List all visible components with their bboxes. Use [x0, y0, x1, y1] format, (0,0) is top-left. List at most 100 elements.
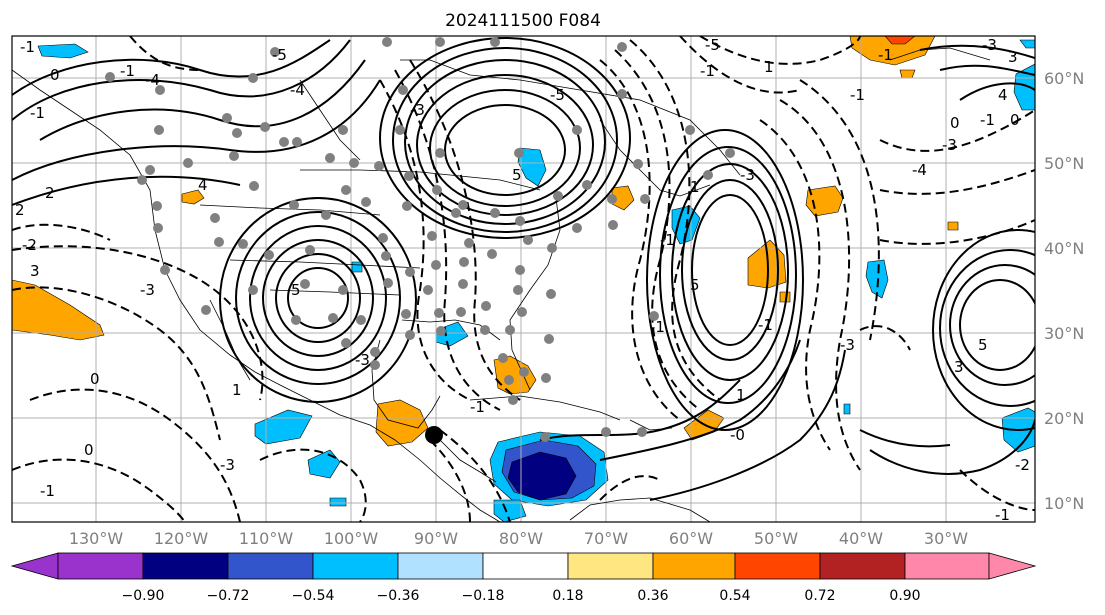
solid-contours	[12, 37, 1035, 501]
cyan-region-top-right	[1013, 63, 1035, 111]
contour-label: -3	[740, 166, 755, 184]
orange-region-gulf-honduras	[375, 399, 429, 447]
contour-label: 0	[1010, 111, 1020, 129]
orange-region-small-3	[779, 291, 791, 303]
cyan-region-small-3	[843, 403, 851, 415]
colorbar-segment	[312, 552, 399, 580]
contour-label: -5	[272, 46, 287, 64]
colorbar-segment	[227, 552, 314, 580]
contour-label: 0	[50, 66, 60, 84]
cyan-region-small-1	[329, 497, 347, 507]
colorbar-segment	[652, 552, 736, 580]
orange-region-north-atlantic-top	[849, 36, 936, 66]
latitude-label: 60°N	[1044, 69, 1084, 88]
longitude-axis: 130°W 120°W 110°W 100°W 90°W 80°W 70°W 6…	[69, 529, 968, 548]
map-frame	[11, 35, 1036, 523]
contour-label: -2	[22, 236, 37, 254]
graticule	[12, 36, 1035, 522]
colorbar-tick-label: −0.18	[462, 588, 505, 604]
contour-label: 3	[30, 262, 40, 280]
contour-label: -4	[290, 81, 305, 99]
colorbar-segment	[482, 552, 569, 580]
contour-label: 5	[978, 336, 988, 354]
contour-label: 0	[950, 114, 960, 132]
longitude-label: 130°W	[69, 529, 124, 548]
map-title: 2024111500 F084	[445, 11, 601, 31]
colorbar-tick-label: −0.36	[377, 588, 420, 604]
colorbar-tick-label: 0.72	[804, 588, 835, 604]
colorbar-ticks: −0.90 −0.72 −0.54 −0.36 −0.18 0.18 0.36 …	[122, 588, 921, 604]
colorbar-segment	[734, 552, 821, 580]
colorbar-segment-under	[10, 552, 59, 580]
contour-label: 1	[232, 381, 242, 399]
latitude-label: 30°N	[1044, 324, 1084, 343]
longitude-label: 30°W	[924, 529, 968, 548]
colorbar-segment	[904, 552, 990, 580]
contour-label: -1	[470, 398, 485, 416]
longitude-label: 50°W	[754, 529, 798, 548]
contour-label: -1	[40, 482, 55, 500]
colorbar-tick-label: 0.90	[889, 588, 920, 604]
contour-label: -4	[145, 71, 160, 89]
contour-label: -2	[1015, 456, 1030, 474]
contour-label: -1	[995, 506, 1010, 524]
colorbar-tick-label: −0.54	[292, 588, 335, 604]
contour-label: -3	[840, 336, 855, 354]
longitude-label: 70°W	[584, 529, 628, 548]
colorbar-segment	[142, 552, 229, 580]
contour-label: 4	[198, 176, 208, 194]
orange-region-florida	[493, 355, 537, 395]
contour-label: -1	[850, 86, 865, 104]
cyan-region-top-left	[37, 43, 89, 59]
contour-label: -3	[410, 101, 425, 119]
colorbar	[10, 552, 1037, 580]
contour-label: -1	[660, 231, 675, 249]
longitude-label: 40°W	[839, 529, 883, 548]
latitude-label: 50°N	[1044, 154, 1084, 173]
longitude-label: 100°W	[324, 529, 379, 548]
contour-label: -1	[120, 62, 135, 80]
longitude-label: 110°W	[239, 529, 294, 548]
contour-label: -1	[700, 62, 715, 80]
orange-region-central-atlantic-1	[805, 185, 844, 217]
contour-label: 0	[90, 370, 100, 388]
colorbar-segment	[397, 552, 484, 580]
orange-region-east-pacific	[12, 279, 105, 341]
contour-label: 3	[1008, 48, 1018, 66]
contour-label: -5	[550, 86, 565, 104]
colorbar-segment	[819, 552, 906, 580]
contour-label: 1	[764, 58, 774, 76]
contour-label: -1	[980, 111, 995, 129]
latitude-label: 20°N	[1044, 409, 1084, 428]
contour-label: -4	[912, 161, 927, 179]
contour-label: -1	[758, 316, 773, 334]
contour-label: -0	[730, 426, 745, 444]
contour-label: 3	[954, 358, 964, 376]
contour-label: -5	[705, 36, 720, 54]
longitude-label: 120°W	[154, 529, 209, 548]
contour-label: -3	[220, 456, 235, 474]
coastlines	[12, 47, 991, 522]
contour-label: 4	[998, 86, 1008, 104]
latitude-label: 10°N	[1044, 494, 1084, 513]
dashed-contours	[12, 36, 1035, 522]
latitude-axis: 60°N 50°N 40°N 30°N 20°N 10°N	[1044, 69, 1084, 513]
contour-label: -1	[650, 318, 665, 336]
contour-label: 5	[690, 276, 700, 294]
contour-label: -3	[982, 36, 997, 54]
cyan-region-caribbean-tail	[493, 499, 527, 522]
contour-label: -3	[355, 351, 370, 369]
longitude-label: 60°W	[669, 529, 713, 548]
latitude-label: 40°N	[1044, 239, 1084, 258]
contour-label: -1	[20, 38, 35, 56]
contour-labels: 0 -1 -1 -1 2 2 -4 -4 -5 -2 3 -3 4 0 -1 5…	[15, 36, 1030, 524]
colorbar-tick-label: 0.54	[719, 588, 750, 604]
highlight-marker	[425, 426, 443, 444]
colorbar-tick-label: −0.72	[207, 588, 250, 604]
contour-label: -3	[942, 136, 957, 154]
cyan-region-top-right-2	[1019, 39, 1035, 49]
orange-region-small-2	[947, 221, 959, 231]
contour-label: 2	[45, 184, 55, 202]
colorbar-segment-over	[988, 552, 1037, 580]
